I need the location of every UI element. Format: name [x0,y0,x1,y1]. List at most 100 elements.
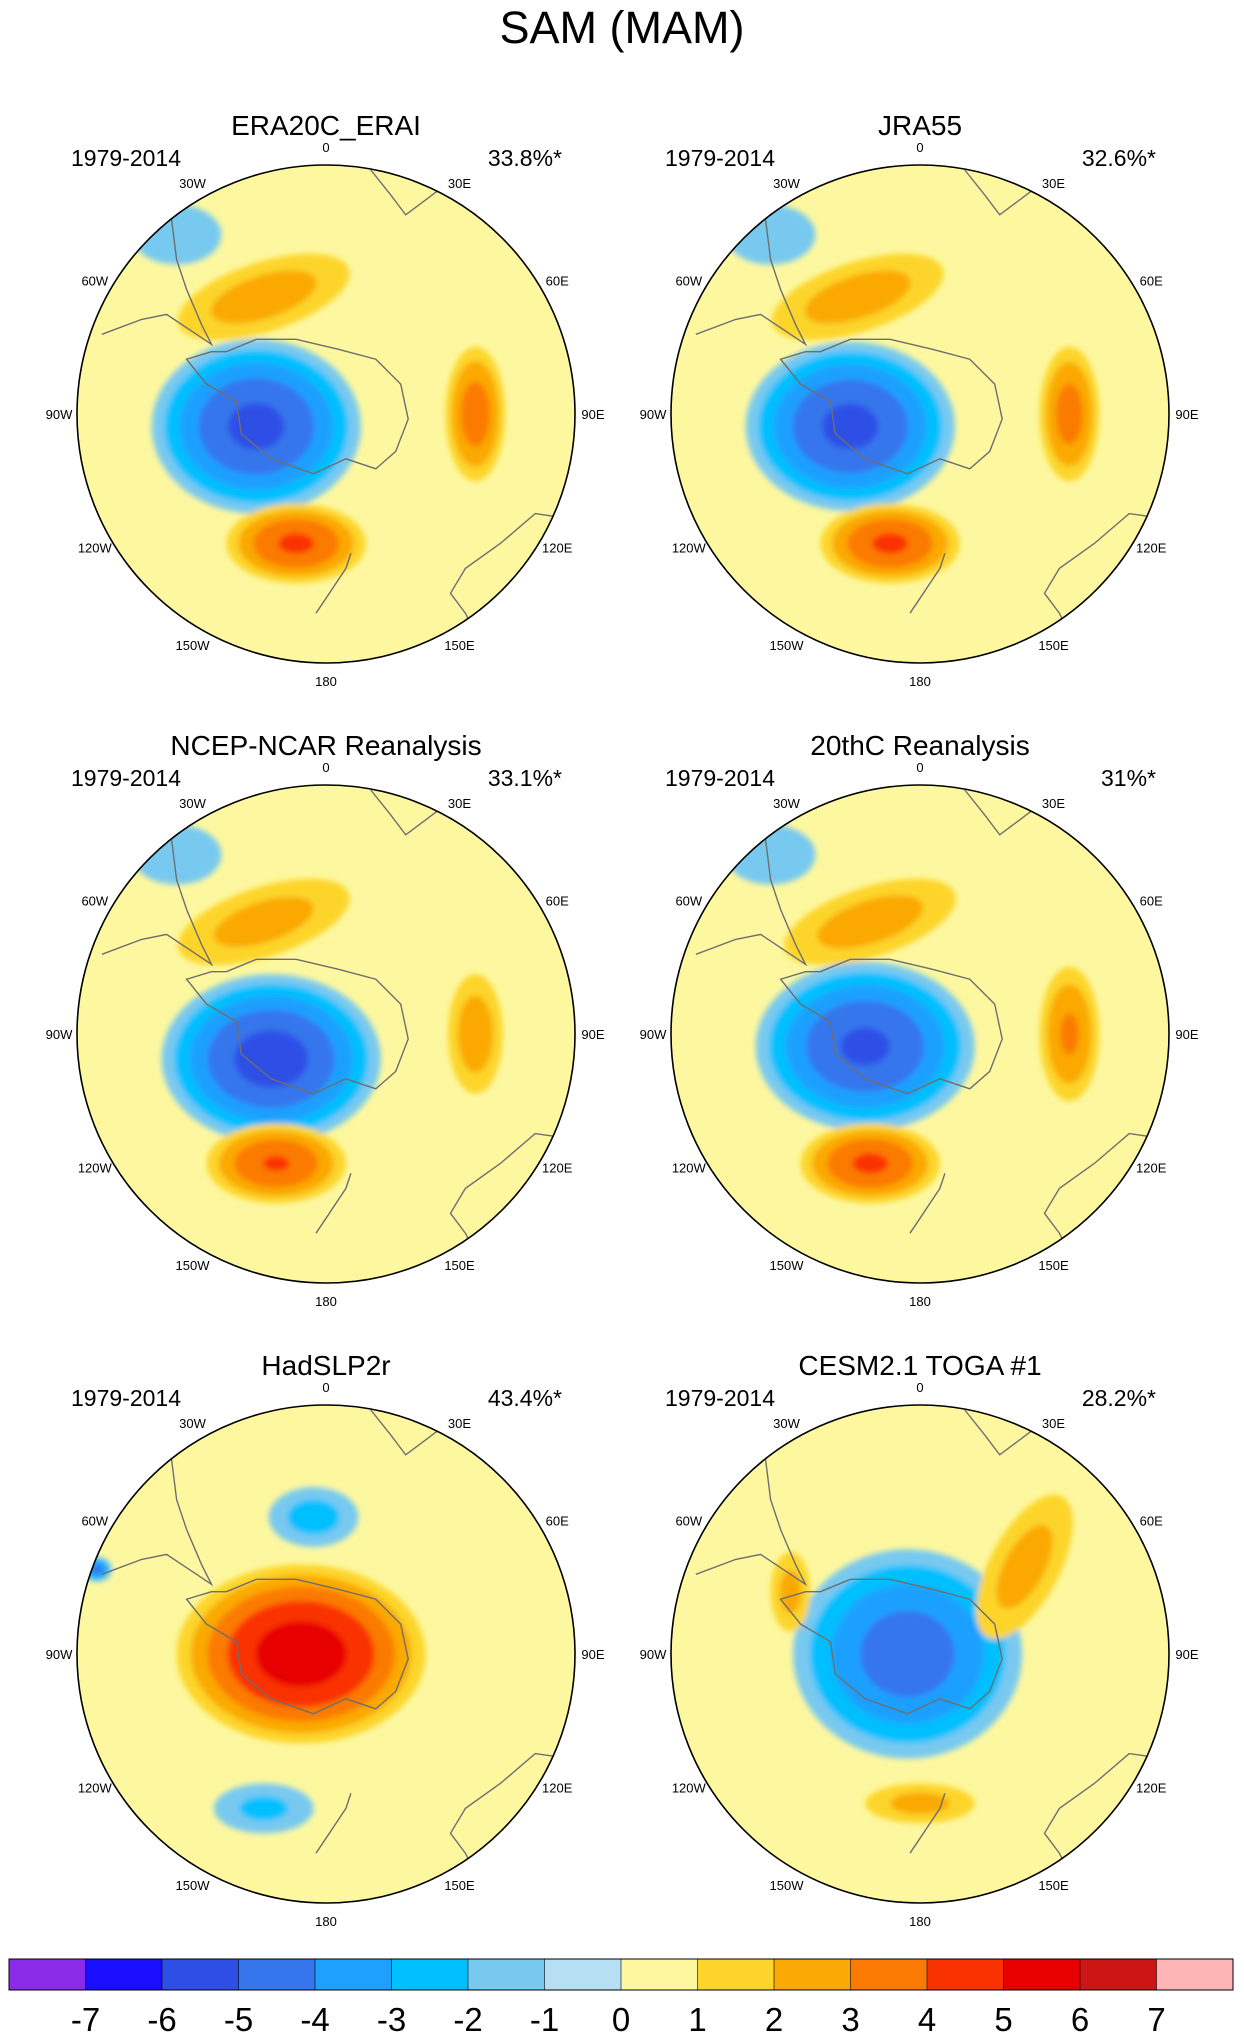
map-border [76,784,576,1284]
contour-level [457,995,494,1073]
longitude-label: 90E [581,1647,604,1662]
longitude-label: 120W [78,1781,113,1796]
longitude-label: 90E [1175,1647,1198,1662]
colorbar-tick-label: 0 [612,2001,630,2038]
coastline [449,1752,571,1884]
coastline [964,789,1040,836]
colorbar-tick-label: 4 [918,2001,936,2038]
coastline [101,1429,214,1587]
coastline [185,338,409,475]
longitude-label: 150W [176,638,211,653]
low-pressure-anomaly [151,339,361,514]
panel-period: 1979-2014 [71,1385,181,1411]
longitude-label: 150E [444,1258,475,1273]
colorbar-tick-label: -1 [530,2001,559,2038]
longitude-label: 120W [672,1781,707,1796]
longitude-label: 150E [444,638,475,653]
map-border [670,1404,1170,1904]
colorbar-swatch [774,1959,851,1990]
longitude-label: 0 [916,140,923,155]
contour-level [213,896,314,948]
coastlines [695,1409,1165,1884]
coastlines [101,789,571,1264]
longitude-label: 30E [1042,796,1065,811]
contour-level [804,270,911,324]
polar-map: 0 30E 60E 90E 120E 150E 180 150W 120W 90W 60W 30W [640,140,1199,689]
contour-level [852,1153,889,1174]
longitude-label: 150E [1038,1878,1069,1893]
colorbar-swatch [1003,1959,1080,1990]
panel-1: ERA20C_ERAI 1979-2014 33.8%* 0 30E 60E 90E 120E… [46,110,605,689]
coastline [370,1409,446,1456]
longitude-label: 180 [315,674,337,689]
coastline [185,958,409,1095]
longitude-label: 120W [78,541,113,556]
longitude-label: 0 [322,140,329,155]
coastline [101,809,214,967]
colorbar-swatch [162,1959,239,1990]
contour-level [872,533,908,554]
coastlines [101,1409,571,1884]
low-pressure-anomaly [81,1556,112,1582]
contour-level [890,1792,950,1815]
contour-level [779,1570,802,1614]
longitude-label: 90W [46,407,73,422]
coastlines [101,169,571,644]
longitude-label: 180 [909,674,931,689]
contour-level [91,1564,103,1575]
map-border [76,164,576,664]
colorbar-tick-label: -5 [224,2001,253,2038]
map-border [670,164,1170,664]
colorbar-tick-label: -3 [377,2001,406,2038]
contour-level [210,270,317,324]
contour-level [287,1499,340,1535]
polar-map: 0 30E 60E 90E 120E 150E 180 150W 120W 90W 60W 30W [46,760,605,1309]
contour-level [278,533,314,554]
colorbar: -7 -6 -5 -4 -3 -2 -1 0 1 2 3 4 5 6 7 [8,1958,1234,2038]
colorbar-swatch [927,1959,1004,1990]
coastline [315,1793,352,1854]
coastline [779,338,1003,475]
colorbar-swatch [9,1959,86,1990]
coastline [315,1173,352,1234]
longitude-label: 150E [1038,1258,1069,1273]
high-pressure-anomaly [177,878,350,966]
colorbar-tick-label: -6 [147,2001,176,2038]
longitude-label: 90E [1175,407,1198,422]
longitude-label: 90W [46,1027,73,1042]
colorbar-tick-label: 5 [994,2001,1012,2038]
contour-level [1055,383,1083,445]
colorbar-tick-label: -4 [300,2001,329,2038]
colorbar-swatch [621,1959,698,1990]
longitude-label: 120E [1136,541,1167,556]
coastline [185,1578,409,1715]
longitude-label: 90W [640,1647,667,1662]
longitude-label: 180 [315,1914,337,1929]
panel-title: CESM2.1 TOGA #1 [798,1350,1041,1381]
longitude-label: 60E [546,1514,569,1529]
panel-title: 20thC Reanalysis [810,730,1029,761]
panels: ERA20C_ERAI 1979-2014 33.8%* 0 30E 60E 90E 120E… [46,110,1199,1929]
longitude-label: 30E [448,796,471,811]
panel-5: HadSLP2r 1979-2014 43.4%* 0 30E 60E 90E 120E 150… [46,1350,605,1929]
panel-variance: 31%* [1101,765,1156,791]
contour-level [239,1796,288,1821]
coastline [779,958,1003,1095]
contour-level [840,1027,890,1066]
colorbar-swatch [1080,1959,1157,1990]
colorbar-swatch [238,1959,315,1990]
longitude-label: 0 [322,1380,329,1395]
longitude-label: 60E [546,894,569,909]
colorbar-swatch [544,1959,621,1990]
colorbar-tick-label: 2 [765,2001,783,2038]
coastline [964,169,1040,216]
panel-variance: 33.1%* [488,765,562,791]
coastline [695,1429,808,1587]
coastline [964,1409,1040,1456]
longitude-label: 150W [176,1258,211,1273]
polar-map: 0 30E 60E 90E 120E 150E 180 150W 120W 90W 60W 30W [46,1380,605,1929]
coastline [909,553,946,614]
coastline [909,1173,946,1234]
coastline [695,189,808,347]
